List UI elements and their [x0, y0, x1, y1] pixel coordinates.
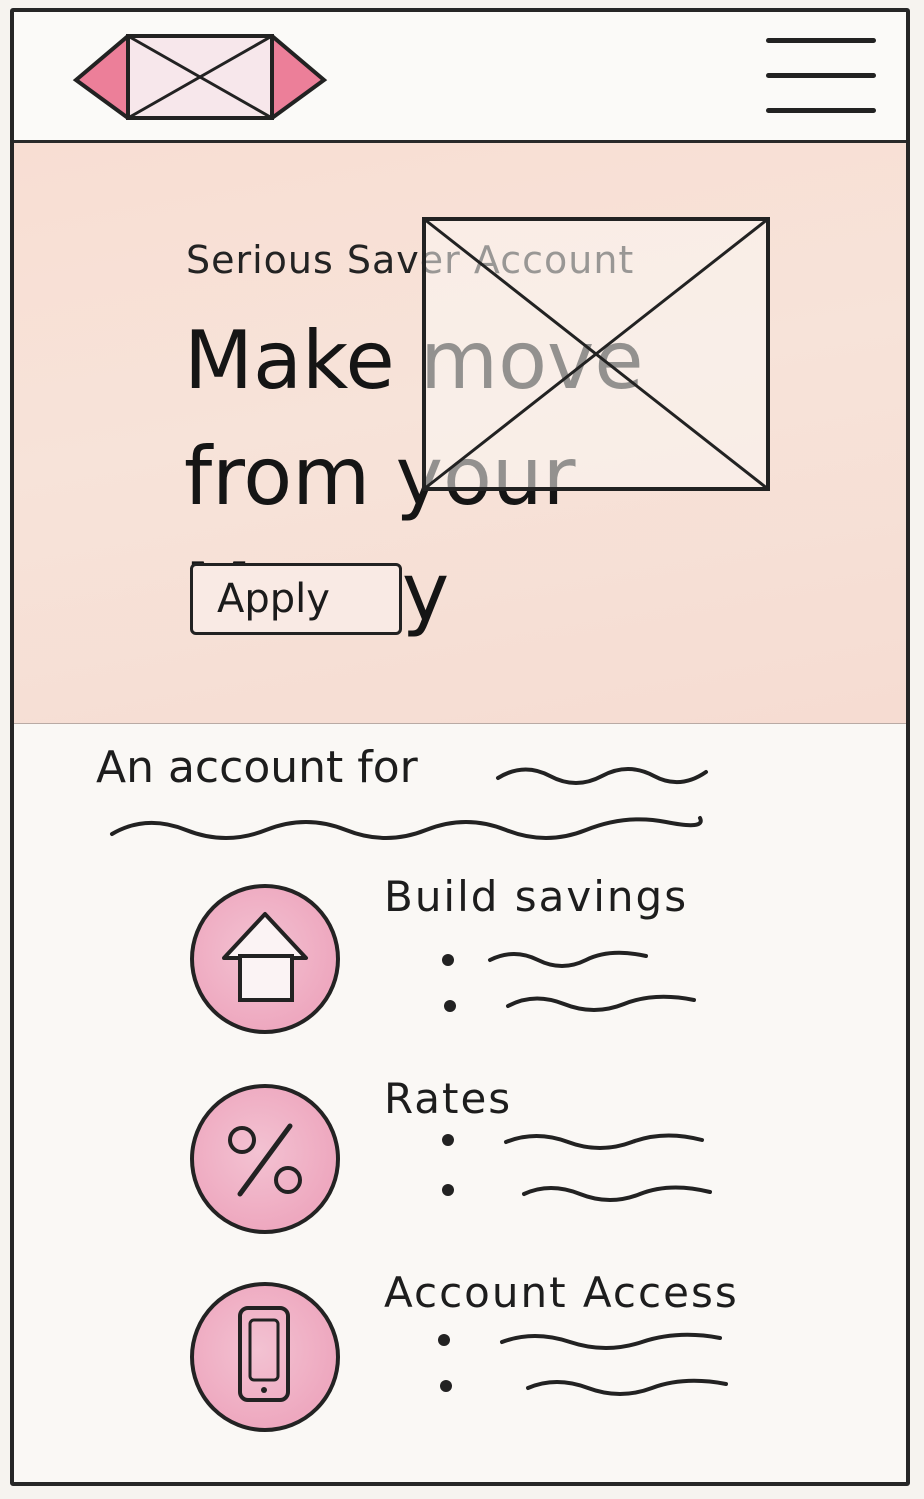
placeholder-text-squiggle — [110, 816, 703, 840]
menu-bar — [766, 108, 876, 113]
placeholder-text-squiggle — [488, 950, 648, 968]
placeholder-text-squiggle — [526, 1378, 728, 1396]
bullet — [442, 1134, 454, 1146]
mobile-page-frame: Serious Saver Account Make move from you… — [10, 8, 910, 1486]
feature-label: Build savings — [384, 872, 689, 921]
house-icon — [190, 884, 340, 1034]
bullet — [442, 1184, 454, 1196]
hamburger-menu-icon[interactable] — [766, 38, 876, 122]
feature-build-savings: Build savings — [14, 872, 906, 1042]
menu-bar — [766, 38, 876, 43]
mobile-phone-icon — [190, 1282, 340, 1432]
bullet — [438, 1334, 450, 1346]
feature-rates: Rates — [14, 1074, 906, 1244]
placeholder-text-squiggle — [496, 767, 708, 785]
bullet — [444, 1000, 456, 1012]
apply-button[interactable]: Apply — [190, 563, 402, 635]
placeholder-text-squiggle — [504, 1133, 704, 1150]
bullet — [440, 1380, 452, 1392]
placeholder-text-squiggle — [506, 994, 696, 1012]
feature-account-access: Account Access — [14, 1268, 906, 1438]
image-placeholder-icon — [422, 217, 770, 491]
hero-section: Serious Saver Account Make move from you… — [14, 143, 906, 724]
menu-bar — [766, 73, 876, 78]
placeholder-text-squiggle — [522, 1185, 712, 1202]
feature-label: Rates — [384, 1074, 513, 1123]
placeholder-text-squiggle — [500, 1332, 722, 1350]
section-title: An account for — [96, 742, 418, 793]
logo-placeholder-icon[interactable] — [72, 30, 328, 122]
percent-icon — [190, 1084, 340, 1234]
site-header — [14, 12, 906, 143]
feature-label: Account Access — [384, 1268, 739, 1317]
bullet — [442, 954, 454, 966]
